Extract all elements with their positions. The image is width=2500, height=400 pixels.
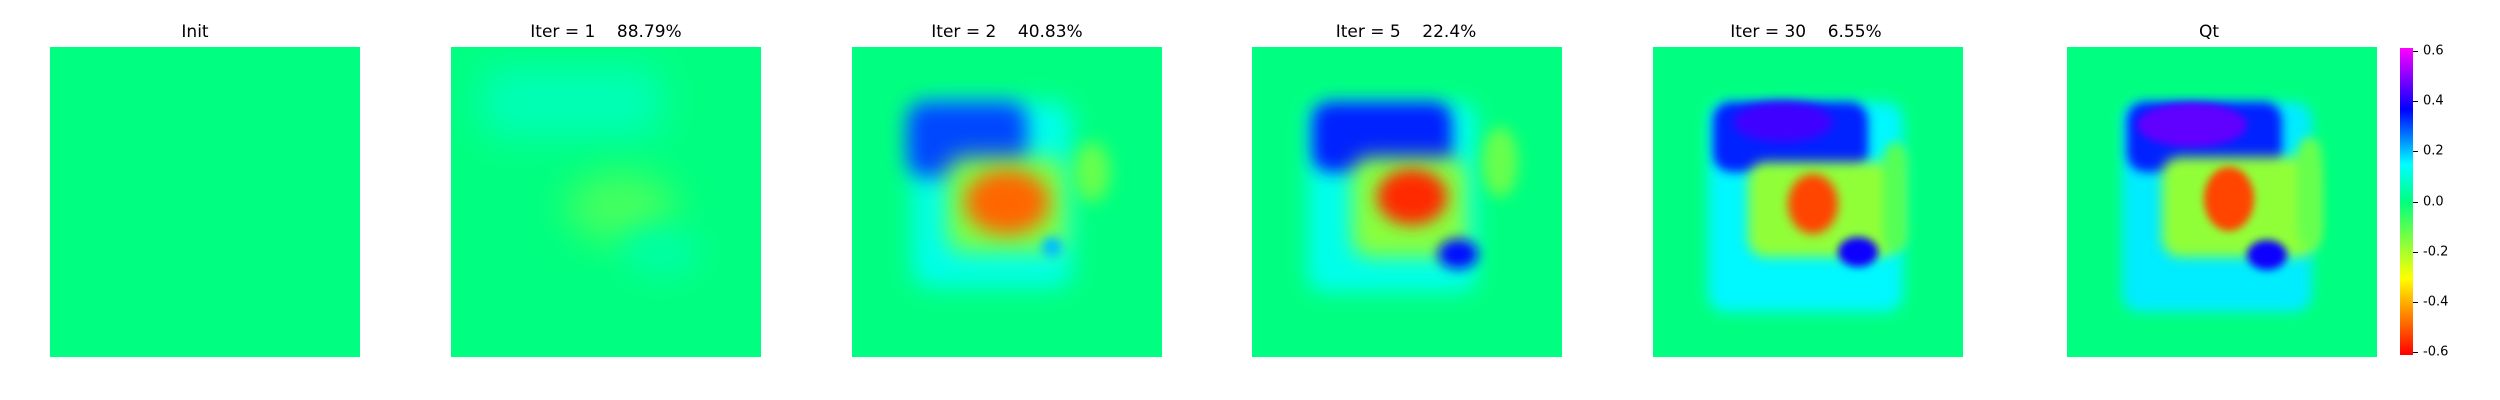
heatmap-panel-qt — [2067, 47, 2377, 357]
heatmap-panel-iter-1 — [451, 47, 761, 357]
colorbar-tick-label: 0.6 — [2423, 43, 2444, 59]
colorbar-tick — [2413, 51, 2418, 52]
heatmap-blob — [1482, 127, 1518, 197]
colorbar — [2400, 48, 2413, 355]
heatmap-blob — [2204, 167, 2254, 231]
heatmap-blob — [2297, 137, 2322, 247]
heatmap-blob — [1733, 102, 1833, 142]
heatmap-blob — [481, 67, 661, 137]
heatmap-panel-iter-2 — [852, 47, 1162, 357]
heatmap-svg — [50, 47, 360, 357]
colorbar-tick-label: -0.2 — [2423, 244, 2449, 260]
colorbar-tick-label: 0.4 — [2423, 93, 2444, 109]
colorbar-tick — [2413, 301, 2418, 303]
heatmap-svg — [852, 47, 1162, 357]
heatmap-background — [50, 47, 360, 357]
heatmap-panel-iter-30 — [1653, 47, 1963, 357]
heatmap-blob — [1788, 174, 1838, 234]
colorbar-tick — [2413, 352, 2418, 353]
heatmap-blob — [1377, 169, 1447, 225]
colorbar-tick-label: -0.6 — [2423, 344, 2449, 360]
heatmap-blob — [566, 172, 676, 242]
colorbar-tick-label: 0.0 — [2423, 194, 2444, 209]
colorbar-tick — [2413, 151, 2418, 153]
heatmap-blob — [1883, 142, 1908, 252]
heatmap-panel-init — [50, 47, 360, 357]
heatmap-blob — [1312, 102, 1452, 172]
panel-title-init: Init — [181, 22, 209, 42]
colorbar-tick — [2413, 101, 2418, 103]
heatmap-blob — [1042, 237, 1062, 257]
heatmap-svg — [1252, 47, 1562, 357]
heatmap-panel-iter-5 — [1252, 47, 1562, 357]
heatmap-blob — [1838, 237, 1878, 267]
panel-title-iter-5: Iter = 5 22.4% — [1335, 22, 1477, 42]
colorbar-tick — [2413, 251, 2418, 253]
heatmap-blob — [2247, 240, 2287, 270]
heatmap-blob — [1074, 142, 1110, 202]
panel-title-iter-30: Iter = 30 6.55% — [1730, 22, 1882, 42]
heatmap-blob — [621, 227, 701, 277]
panel-title-iter-2: Iter = 2 40.83% — [931, 22, 1083, 42]
colorbar-tick-label: 0.2 — [2423, 143, 2444, 159]
heatmap-blob — [2137, 103, 2247, 147]
heatmap-svg — [2067, 47, 2377, 357]
colorbar-tick-label: -0.4 — [2423, 294, 2449, 310]
panel-title-qt: Qt — [2198, 22, 2220, 42]
heatmap-blob — [965, 170, 1049, 234]
heatmap-blob — [1438, 239, 1478, 269]
panel-title-iter-1: Iter = 1 88.79% — [530, 22, 682, 42]
colorbar-tick — [2413, 201, 2418, 203]
heatmap-svg — [1653, 47, 1963, 357]
heatmap-svg — [451, 47, 761, 357]
